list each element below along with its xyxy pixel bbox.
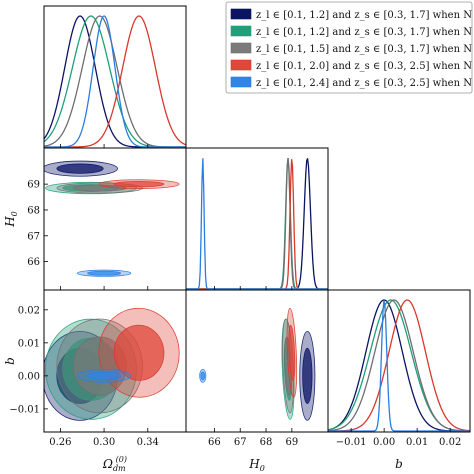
contours-omega-H0 [44,160,180,277]
marginal-b-series-2 [327,299,471,432]
y-ticks-b: −0.01 0.00 0.01 0.02 [9,305,48,415]
y-tick-label-b-3: 0.02 [18,305,40,316]
x-ticks-H0: 66 67 68 69 [208,428,298,448]
x-tick-label-omega-2: 0.34 [137,437,159,448]
x-ticks-omega [59,286,149,290]
marginal-H0-series-2 [186,158,328,290]
marginal-b-series-0 [327,299,470,432]
x-ticks-H0 [213,286,293,290]
contour-omega-H0-series-0-level-1 [56,163,104,174]
contour-H0-b-series-0-level-1 [302,347,313,404]
x-tick-label-b-2: 0.01 [406,437,428,448]
x-tick-label-b-0: −0.01 [336,437,367,448]
contour-H0-b-series-4-level-1 [200,371,206,381]
legend-swatch-0 [230,8,252,20]
x-tick-label-omega-0: 0.26 [49,437,71,448]
x-ticks-omega: 0.26 0.30 0.34 [49,428,159,448]
legend-box [225,1,473,94]
contours-H0-b [199,307,316,421]
legend-label-3: z_l ∈ [0.1, 2.0] and z_s ∈ [0.3, 2.5] wh… [256,61,474,72]
marginal-H0-series-0 [186,158,328,290]
legend: z_l ∈ [0.1, 1.2] and z_s ∈ [0.3, 1.7] wh… [225,1,474,94]
x-tick-label-H0-0: 66 [208,437,221,448]
y-tick-label-H0-2: 68 [27,205,40,216]
x-ticks-omega [59,144,149,148]
legend-swatch-2 [230,42,252,54]
legend-label-0: z_l ∈ [0.1, 1.2] and z_s ∈ [0.3, 1.7] wh… [256,10,474,21]
x-tick-label-H0-1: 67 [234,437,247,448]
y-tick-label-H0-3: 69 [27,180,40,191]
x-axis-label-omega: Ωdm(0) [102,455,127,473]
marginal-omega-series-4 [44,15,186,148]
y-ticks-H0: 66 67 68 69 [27,180,48,268]
legend-swatch-1 [230,25,252,37]
x-tick-label-b-3: 0.02 [439,437,461,448]
y-tick-label-H0-0: 66 [27,257,40,268]
contours-omega-b [44,307,180,421]
panel-frame-2-2 [327,289,471,433]
contour-omega-b-series-4-level-1 [87,371,122,381]
legend-swatch-3 [230,59,252,71]
x-axis-label-H0: H0 [248,457,265,473]
marginal-H0-series-4 [186,158,328,290]
y-axis-label-H0: H0 [3,211,19,228]
y-tick-label-b-2: 0.01 [18,338,40,349]
legend-swatch-4 [230,76,252,88]
x-tick-label-H0-3: 69 [285,437,298,448]
y-tick-label-b-1: 0.00 [18,371,40,382]
x-tick-label-omega-1: 0.30 [93,437,115,448]
x-tick-label-b-1: 0.00 [373,437,395,448]
legend-label-1: z_l ∈ [0.1, 1.2] and z_s ∈ [0.3, 1.7] wh… [256,27,474,38]
x-tick-label-H0-2: 68 [260,437,273,448]
marginal-b-series-4 [328,300,470,432]
x-axis-label-b: b [395,457,403,471]
marginal-b-series-3 [328,299,471,432]
contour-omega-H0-series-4-level-1 [87,270,122,276]
y-tick-label-H0-1: 67 [27,231,40,242]
marginal-omega-series-2 [43,15,186,148]
legend-label-4: z_l ∈ [0.1, 2.4] and z_s ∈ [0.3, 2.5] wh… [256,78,474,89]
contour-omega-b-series-3-level-1 [113,324,165,381]
marginal-H0-series-1 [186,158,328,290]
contour-omega-H0-series-3-level-1 [113,180,165,188]
y-axis-label-b: b [3,357,17,365]
x-ticks-b: −0.01 0.00 0.01 0.02 [336,428,461,448]
y-tick-label-b-0: −0.01 [9,404,40,415]
contour-H0-b-series-3-level-1 [288,324,296,381]
legend-label-2: z_l ∈ [0.1, 1.5] and z_s ∈ [0.3, 1.7] wh… [256,44,474,55]
marginal-H0-series-3 [186,159,328,290]
